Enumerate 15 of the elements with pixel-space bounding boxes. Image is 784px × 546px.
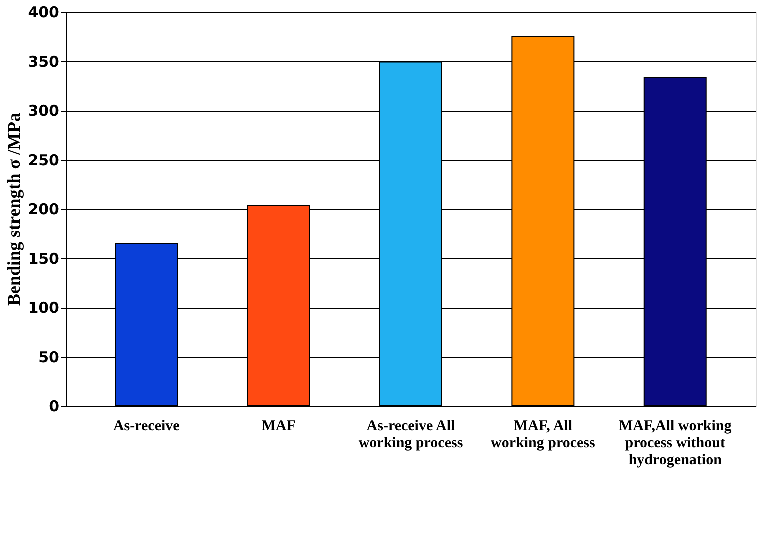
y-tick-label: 300 xyxy=(28,102,60,120)
x-tick-label: MAF, All working process xyxy=(491,418,596,452)
y-tick-label: 0 xyxy=(49,398,60,416)
y-axis-title: Bending strength σ /MPa xyxy=(4,113,24,306)
y-tick-label: 50 xyxy=(38,348,60,366)
y-tick-label: 150 xyxy=(28,250,60,268)
x-tick-label: As-receive xyxy=(113,418,180,434)
x-tick-label: MAF,All working process without hydrogenation xyxy=(618,418,732,468)
y-tick-label: 250 xyxy=(28,151,60,170)
y-tick-label: 350 xyxy=(28,52,60,71)
y-tick-label: 200 xyxy=(28,200,60,218)
y-tick-label: 100 xyxy=(28,299,60,317)
y-tick-label: 400 xyxy=(28,4,60,22)
x-tick-label: As-receive All working process xyxy=(358,418,464,452)
x-tick-label: MAF xyxy=(262,418,296,434)
